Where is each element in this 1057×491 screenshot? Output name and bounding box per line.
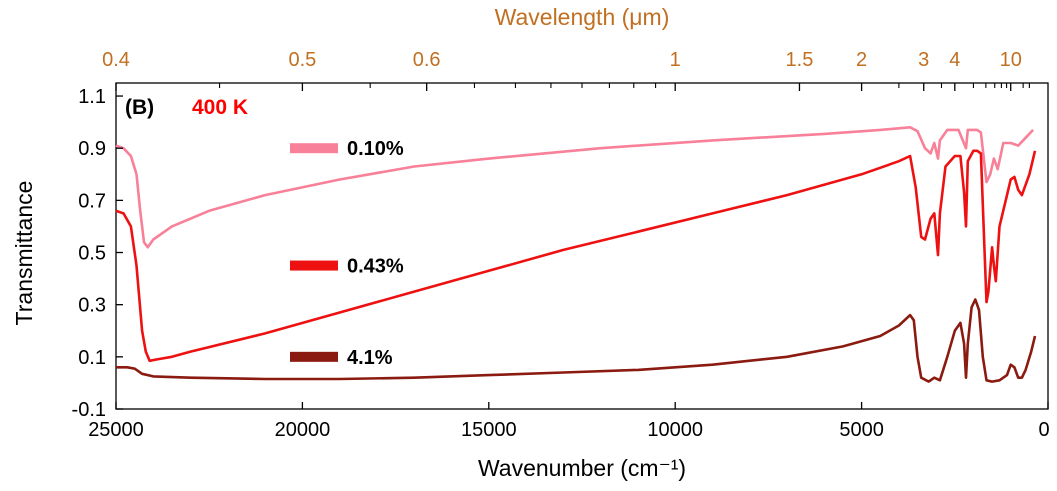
- top-tick-label: 0.6: [413, 49, 441, 71]
- top-axis-title: Wavelength (μm): [495, 4, 670, 30]
- inline-legend: 0.10% 0.43% 4.1%: [290, 138, 404, 369]
- legend-swatch-3: [290, 351, 338, 362]
- top-tick-label: 2: [856, 49, 867, 71]
- top-tick-label: 3: [918, 49, 929, 71]
- top-tick-label: 10: [1000, 49, 1022, 71]
- x-tick-label: 5000: [839, 419, 884, 441]
- y-tick-label: 0.9: [78, 138, 106, 160]
- x-axis-title: Wavenumber (cm⁻¹): [478, 455, 686, 481]
- top-tick-label: 0.5: [288, 49, 316, 71]
- y-tick-label: 0.1: [78, 347, 106, 369]
- series-line-2: [115, 149, 1037, 363]
- y-tick-label: 0.3: [78, 295, 106, 317]
- x-tick-label: 15000: [461, 419, 517, 441]
- top-tick-label: 0.4: [102, 49, 130, 71]
- x-tick-label: 25000: [88, 419, 144, 441]
- y-tick-label: 1.1: [78, 86, 106, 108]
- top-tick-label: 1.5: [786, 49, 814, 71]
- top-tick-label: 1: [670, 49, 681, 71]
- y-axis-title: Transmittance: [11, 181, 37, 326]
- legend-label-1: 0.10%: [347, 138, 404, 160]
- x-tick-label: 10000: [647, 419, 703, 441]
- x-tick-label: 0: [1038, 419, 1049, 441]
- series-line-1: [115, 126, 1035, 249]
- top-axis: 0.4 0.5 0.6 1 1.5 2 3 4 10: [102, 49, 1030, 91]
- bottom-axis: 25000 20000 15000 10000 5000 0: [88, 402, 1050, 441]
- y-tick-label: -0.1: [72, 399, 106, 421]
- top-tick-label: 4: [949, 49, 960, 71]
- y-tick-label: 0.5: [78, 243, 106, 265]
- series-line-3: [116, 298, 1037, 383]
- series-layer: [115, 126, 1037, 383]
- y-tick-label: 0.7: [78, 190, 106, 212]
- legend-swatch-1: [290, 143, 338, 154]
- left-axis: -0.1 0.1 0.3 0.5 0.7 0.9 1.1: [72, 86, 123, 421]
- panel-label: (B): [125, 96, 154, 119]
- condition-label: 400 K: [192, 96, 248, 119]
- legend-label-3: 4.1%: [347, 347, 393, 369]
- legend-swatch-2: [290, 260, 338, 271]
- legend-label-2: 0.43%: [347, 256, 404, 278]
- x-tick-label: 20000: [275, 419, 331, 441]
